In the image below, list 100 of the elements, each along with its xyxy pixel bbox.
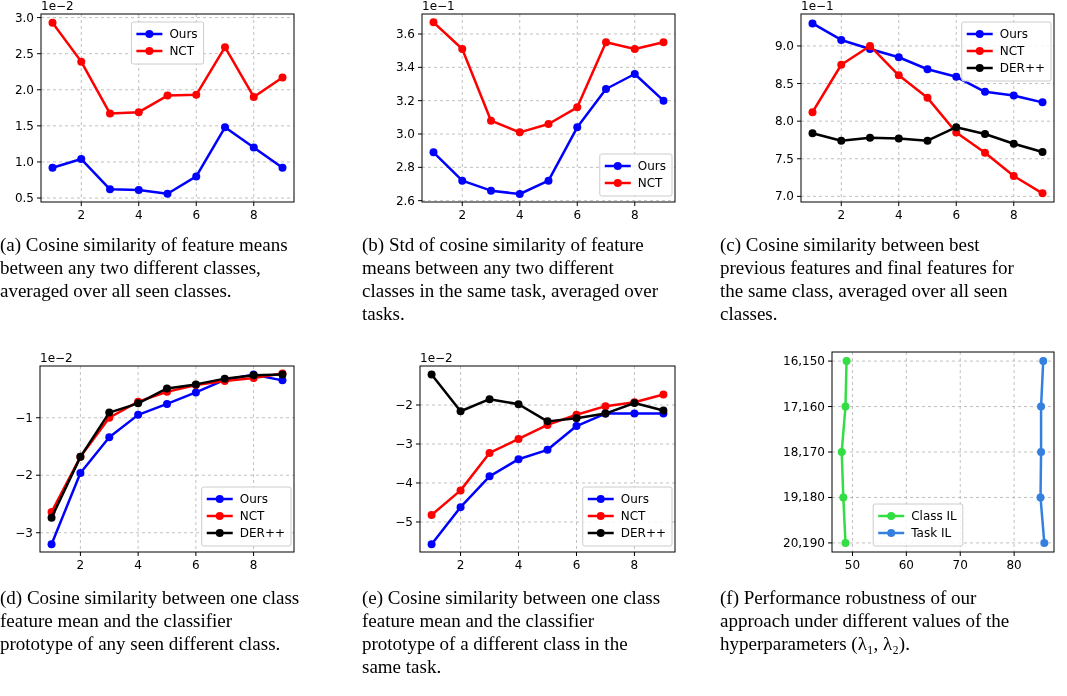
- y-tick-label: 2.5: [14, 46, 34, 61]
- y-tick-label: 8.5: [774, 76, 794, 91]
- text: (d) Cosine similarity between one class feature mean and the classifier prototype of any seen different class.: [0, 587, 300, 654]
- point: [427, 510, 436, 519]
- x-tick-label: 4: [134, 558, 142, 572]
- legend-label: Ours: [169, 27, 198, 41]
- y-tick-label: 16,150: [783, 354, 825, 369]
- point: [923, 136, 932, 145]
- legend-label: Ours: [239, 492, 268, 506]
- x-tick-label: 2: [76, 558, 85, 572]
- x-tick-label: 4: [515, 208, 524, 222]
- point: [1039, 357, 1048, 366]
- legend-label: NCT: [239, 509, 266, 523]
- y-axis-title: 1e−1: [801, 0, 834, 13]
- y-tick-label: −5: [395, 514, 413, 529]
- y-tick-label: 1.5: [14, 118, 34, 133]
- point: [163, 189, 172, 198]
- point: [77, 155, 86, 164]
- y-tick-label: 2.0: [14, 82, 34, 97]
- point: [105, 433, 114, 442]
- x-tick-label: 6: [952, 208, 961, 222]
- x-tick-label: 4: [134, 208, 143, 222]
- y-tick-label: 3.0: [395, 127, 415, 141]
- point: [47, 540, 56, 549]
- x-tick-label: 2: [456, 558, 465, 572]
- point: [572, 422, 581, 431]
- point: [952, 123, 961, 132]
- point: [837, 60, 846, 69]
- point: [543, 445, 552, 454]
- point: [515, 128, 524, 137]
- point: [894, 71, 903, 80]
- y-tick-label: −3: [15, 525, 33, 540]
- point: [485, 448, 494, 457]
- point: [659, 38, 668, 47]
- point: [427, 540, 436, 549]
- x-tick-label: 2: [837, 208, 846, 222]
- x-tick-label: 6: [572, 558, 581, 572]
- y-tick-label: 0.5: [14, 191, 34, 206]
- point: [1037, 448, 1046, 456]
- point: [514, 400, 523, 409]
- point: [1038, 189, 1047, 198]
- y-tick-label: −3: [395, 436, 413, 451]
- y-axis-title: 1e−2: [40, 351, 73, 365]
- point: [1036, 493, 1045, 502]
- legend-label: Task IL: [910, 526, 952, 540]
- point: [191, 388, 200, 397]
- point: [923, 65, 932, 74]
- y-tick-label: −2: [395, 397, 413, 412]
- point: [981, 148, 989, 157]
- point: [808, 129, 817, 138]
- point: [837, 35, 846, 44]
- point: [630, 45, 639, 53]
- point: [106, 185, 114, 194]
- point: [839, 493, 848, 502]
- point: [544, 120, 553, 128]
- y-tick-label: 7.0: [774, 189, 794, 204]
- x-tick-label: 70: [952, 558, 968, 572]
- point: [106, 109, 114, 118]
- y-tick-label: −1: [15, 410, 33, 425]
- point: [1040, 538, 1049, 547]
- point: [573, 123, 582, 132]
- y-axis-title: 1e−2: [420, 351, 453, 365]
- point: [837, 448, 846, 456]
- point: [48, 18, 57, 27]
- legend-label: NCT: [620, 509, 647, 523]
- legend-label: DER++: [999, 61, 1046, 75]
- text: (e) Cosine similarity between one class feature mean and the classifier prototype of a different class in the same task.: [362, 587, 661, 677]
- x-tick-label: 4: [514, 558, 523, 572]
- point: [981, 129, 989, 138]
- y-tick-label: 2.6: [395, 193, 415, 208]
- x-tick-label: 50: [844, 558, 861, 572]
- point: [514, 455, 523, 464]
- point: [602, 38, 610, 47]
- x-tick-label: 6: [192, 558, 200, 572]
- point: [47, 513, 56, 522]
- point: [163, 91, 172, 100]
- point: [278, 73, 287, 82]
- point: [923, 93, 932, 102]
- point: [602, 85, 610, 93]
- point: [841, 402, 850, 411]
- legend-label: Ours: [620, 492, 649, 506]
- y-tick-label: 18,170: [783, 445, 825, 459]
- x-tick-label: 4: [894, 208, 903, 222]
- y-axis-title: 1e−1: [422, 0, 455, 13]
- x-tick-label: 6: [573, 208, 582, 222]
- text: (f) Performance robustness of our approach under different values of the hyperparameters (λ₁, λ₂).: [720, 587, 1010, 655]
- text: (a) Cosine similarity of feature means between any two different classes, averaged over all seen classes.: [0, 234, 288, 301]
- point: [601, 402, 610, 411]
- point: [894, 53, 903, 62]
- x-tick-label: 8: [630, 558, 639, 572]
- y-tick-label: 20,190: [783, 535, 825, 550]
- point: [572, 414, 581, 423]
- point: [630, 409, 639, 418]
- legend-label: NCT: [637, 176, 664, 190]
- point: [1038, 98, 1047, 107]
- point: [808, 19, 817, 28]
- text: (c) Cosine similarity between best previous features and final features for the same class, averaged over all seen classes.: [720, 234, 1015, 324]
- x-tick-label: 8: [249, 558, 258, 572]
- point: [952, 72, 961, 81]
- point: [487, 186, 495, 195]
